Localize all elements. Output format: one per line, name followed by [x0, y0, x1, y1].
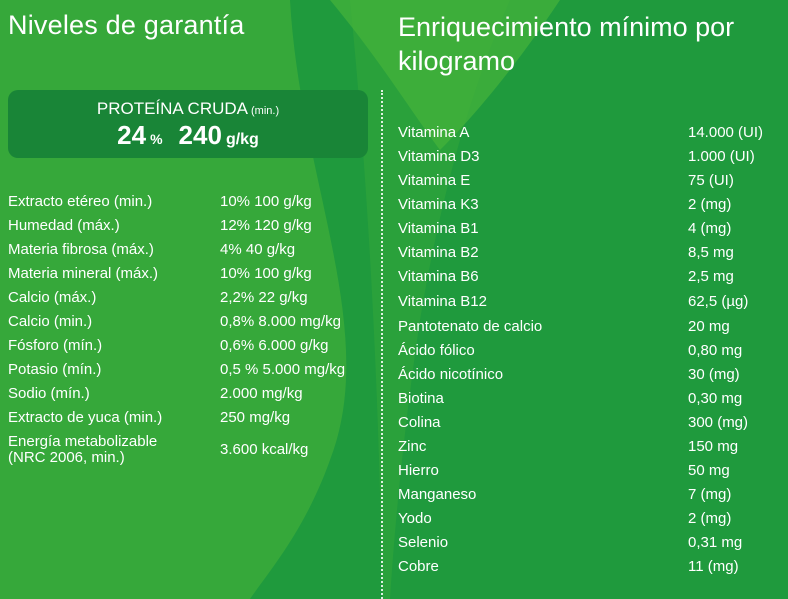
enrichment-row-value: 2 (mg) [688, 510, 732, 527]
enrichment-row-value: 62,5 (µg) [688, 293, 749, 310]
enrichment-row-label: Selenio [398, 534, 449, 551]
guarantee-row-value: 250 mg/kg [220, 409, 291, 426]
guarantee-row-label: Humedad (máx.) [8, 217, 120, 234]
enrichment-row-value: 8,5 mg [688, 244, 734, 261]
guarantee-row-label: Calcio (min.) [8, 313, 93, 330]
guarantee-row-label: Fósforo (mín.) [8, 337, 103, 354]
enrichment-row-label: Cobre [398, 558, 439, 575]
protein-percent-unit: % [150, 131, 163, 147]
guarantee-row-value: 2.000 mg/kg [220, 385, 303, 402]
enrichment-row-label: Colina [398, 414, 441, 431]
guarantee-row-label: Sodio (mín.) [8, 385, 90, 402]
enrichment-row-label: Ácido nicotínico [398, 366, 504, 383]
enrichment-row-label: Vitamina B2 [398, 244, 479, 261]
enrichment-row-label: Biotina [398, 390, 444, 407]
enrichment-row-value: 75 (UI) [688, 172, 734, 189]
guarantee-levels-heading: Niveles de garantía [8, 10, 245, 40]
enrichment-row-label: Vitamina A [398, 124, 470, 141]
enrichment-row-value: 7 (mg) [688, 486, 732, 503]
enrichment-row-label: Pantotenato de calcio [398, 318, 543, 335]
crude-protein-qualifier: (min.) [251, 105, 280, 117]
enrichment-row-label: Vitamina B12 [398, 293, 487, 310]
enrichment-row-value: 0,31 mg [688, 534, 743, 551]
enrichment-row-value: 0,80 mg [688, 342, 743, 359]
guarantee-row-label: Extracto etéreo (min.) [8, 193, 153, 210]
enrichment-row-value: 0,30 mg [688, 390, 743, 407]
guarantee-row-value: 10% 100 g/kg [220, 193, 312, 210]
enrichment-row-value: 1.000 (UI) [688, 148, 755, 165]
enrichment-row-value: 150 mg [688, 438, 739, 455]
guarantee-row-label: Potasio (mín.) [8, 361, 102, 378]
enrichment-row-label: Vitamina B1 [398, 220, 479, 237]
crude-protein-box: PROTEÍNA CRUDA (min.) 24% 240 g/kg [8, 90, 368, 158]
guarantee-row-value: 4% 40 g/kg [220, 241, 296, 258]
enrichment-row-value: 11 (mg) [688, 558, 739, 575]
guarantee-row-value: 0,6% 6.000 g/kg [220, 337, 329, 354]
enrichment-row-label: Zinc [398, 438, 427, 455]
enrichment-row-value: 14.000 (UI) [688, 124, 764, 141]
guarantee-row-value: 12% 120 g/kg [220, 217, 312, 234]
enrichment-row-label: Vitamina E [398, 172, 471, 189]
enrichment-row-value: 2 (mg) [688, 196, 732, 213]
enrichment-row-value: 4 (mg) [688, 220, 732, 237]
enrichment-row-label: Ácido fólico [398, 342, 475, 359]
enrichment-row-label: Hierro [398, 462, 439, 479]
enrichment-row-label: Yodo [398, 510, 432, 527]
crude-protein-values: 24% 240 g/kg [8, 120, 368, 151]
protein-grams-unit: g/kg [225, 131, 259, 148]
protein-percent-value: 24 [117, 120, 147, 150]
crude-protein-label: PROTEÍNA CRUDA [96, 99, 249, 118]
enrichment-heading: Enriquecimiento mínimo por kilogramo [398, 12, 735, 76]
enrichment-row-value: 20 mg [688, 318, 730, 335]
enrichment-row-label: Manganeso [398, 486, 477, 503]
guarantee-row-value: 0,5 % 5.000 mg/kg [220, 361, 346, 378]
guarantee-row-label: Materia fibrosa (máx.) [8, 241, 154, 258]
enrichment-row-value: 30 (mg) [688, 366, 740, 383]
crude-protein-title: PROTEÍNA CRUDA (min.) [8, 99, 368, 119]
guarantee-row-value: 2,2% 22 g/kg [220, 289, 308, 306]
enrichment-row-value: 50 mg [688, 462, 730, 479]
guarantee-row-label: Extracto de yuca (min.) [8, 409, 163, 426]
enrichment-row-value: 300 (mg) [688, 414, 749, 431]
guarantee-row-label: Calcio (máx.) [8, 289, 97, 306]
guarantee-row-label: Materia mineral (máx.) [8, 265, 159, 282]
enrichment-row-label: Vitamina K3 [398, 196, 479, 213]
protein-grams-value: 240 [178, 120, 222, 150]
guarantee-row-value: 10% 100 g/kg [220, 265, 312, 282]
column-divider [381, 90, 383, 599]
guarantee-row-value: 3.600 kcal/kg [220, 441, 309, 458]
guarantee-row-label: Energía metabolizable (NRC 2006, min.) [8, 433, 158, 466]
enrichment-row-label: Vitamina D3 [398, 148, 480, 165]
enrichment-row-label: Vitamina B6 [398, 268, 479, 285]
guarantee-row-value: 0,8% 8.000 mg/kg [220, 313, 341, 330]
enrichment-row-value: 2,5 mg [688, 268, 734, 285]
